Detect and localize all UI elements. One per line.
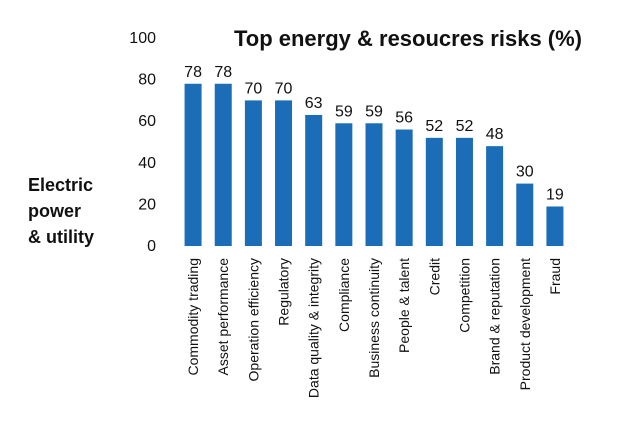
category-label: Regulatory: [276, 258, 292, 326]
y-axis: 0 20 40 60 80 100: [129, 30, 156, 255]
y-tick-label: 100: [129, 30, 156, 47]
bar-value-label: 63: [305, 95, 323, 112]
bar-value-label: 78: [214, 64, 232, 81]
bar-value-label: 70: [275, 80, 293, 97]
bar: [486, 146, 504, 246]
category-label: Commodity trading: [185, 258, 201, 376]
category-label: Asset performance: [215, 258, 231, 376]
category-labels: Commodity trading Asset performance Operat…: [185, 258, 563, 398]
bar: [395, 129, 413, 246]
bar-value-label: 78: [184, 64, 202, 81]
bar: [184, 83, 202, 246]
y-tick-label: 80: [138, 72, 156, 89]
side-label-line-1: Electric: [28, 175, 93, 195]
bar: [365, 123, 383, 246]
bar-value-label: 52: [456, 118, 474, 135]
category-label: Data quality & integrity: [306, 258, 322, 398]
category-label: Product development: [517, 258, 533, 390]
y-tick-label: 20: [138, 196, 156, 213]
side-label-line-2: power: [28, 201, 81, 221]
bars: [184, 83, 564, 247]
bar: [214, 83, 232, 246]
chart-title: Top energy & resoucres risks (%): [234, 26, 582, 51]
bar-value-label: 19: [546, 186, 564, 203]
y-tick-label: 0: [147, 238, 156, 255]
category-label: Competition: [456, 258, 472, 333]
value-labels: 78 78 70 70 63 59 59 56 52 52 48 30 19: [184, 64, 564, 204]
bar-value-label: 48: [486, 126, 504, 143]
bar: [275, 100, 293, 247]
bar-value-label: 59: [335, 103, 353, 120]
y-tick-label: 40: [138, 155, 156, 172]
category-label: Compliance: [336, 258, 352, 332]
bar-value-label: 59: [365, 103, 383, 120]
bar: [546, 206, 564, 246]
category-label: Business continuity: [366, 258, 382, 378]
bar-value-label: 56: [395, 110, 413, 127]
category-label: Operation efficiency: [245, 258, 261, 381]
bar: [516, 183, 534, 246]
y-tick-label: 60: [138, 113, 156, 130]
bar: [305, 114, 323, 247]
bar-value-label: 30: [516, 164, 534, 181]
bar-value-label: 70: [244, 80, 262, 97]
bar: [335, 123, 353, 246]
side-label-line-3: & utility: [28, 227, 94, 247]
bar-value-label: 52: [425, 118, 443, 135]
category-label: Credit: [426, 258, 442, 295]
bar: [455, 137, 473, 246]
category-label: People & talent: [396, 258, 412, 353]
category-label: Fraud: [547, 258, 563, 295]
bar: [425, 137, 443, 246]
category-label: Brand & reputation: [487, 258, 503, 375]
bar: [244, 100, 262, 247]
